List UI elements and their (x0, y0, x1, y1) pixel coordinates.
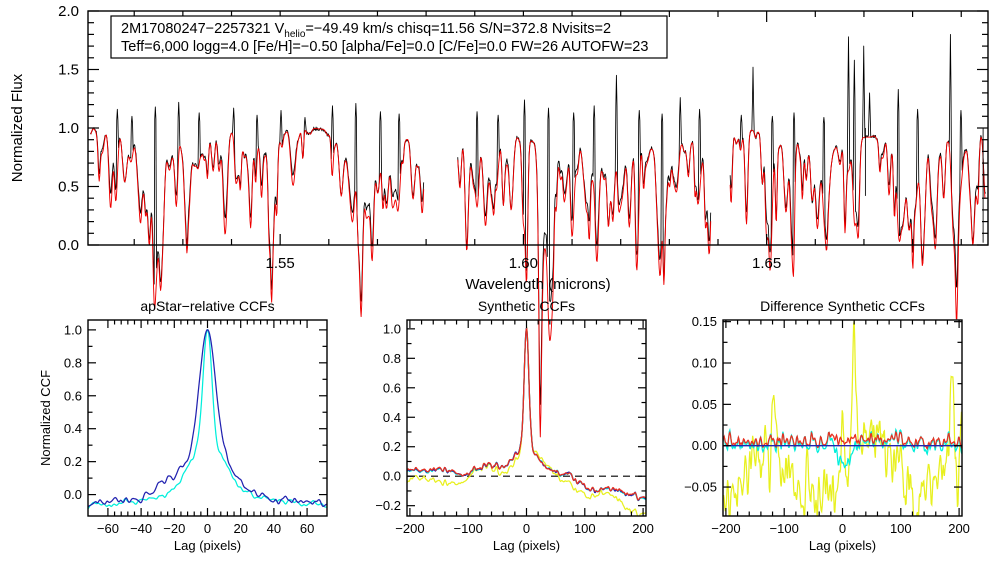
apstar-ccf-panel: 0.0 0.2 0.4 0.6 0.8 1.0 −60 −40 −20 0 20 40 60 Lag (p… (38, 298, 328, 553)
apstar-ccf-curve-blue (88, 329, 327, 508)
observed-spectrum-chip-2 (457, 74, 712, 405)
spectrum-ytick-label: 1.5 (58, 62, 79, 79)
spectrum-yaxis-title: Normalized Flux (9, 73, 26, 182)
difference-ccf-panel-ytick-label: 0.15 (692, 314, 717, 329)
synthetic-ccf-panel-frame (406, 319, 647, 517)
synthetic-ccf-curve-cyan (407, 328, 646, 502)
difference-ccf-panel-ytick-label: 0.10 (692, 356, 717, 371)
apstar-ccf-panel-xtick-label: 40 (267, 521, 281, 536)
synthetic-spectrum-chip-2 (457, 137, 712, 438)
synthetic-ccf-panel-ytick-label: 1.0 (383, 321, 401, 336)
synthetic-ccf-panel-ytick-label: 0.8 (383, 351, 401, 366)
apstar-ccf-panel-xaxis-title: Lag (pixels) (174, 538, 241, 553)
spectrum-ytick-label: 2.0 (58, 3, 79, 20)
synthetic-ccf-panel-title: Synthetic CCFs (478, 298, 575, 314)
synthetic-ccf-panel-ytick-label: −0.2 (375, 498, 401, 513)
difference-ccf-panel-xtick-label: 0 (839, 521, 846, 536)
observed-spectrum-chip-1 (90, 101, 425, 302)
apstar-ccf-panel-xtick-label: 60 (300, 521, 314, 536)
difference-ccf-panel-xtick-label: −100 (770, 521, 799, 536)
spectrum-panel: 0.0 0.5 1.0 1.5 2.0 1.55 1.60 1.65 Wavelength (m… (9, 3, 989, 438)
synthetic-ccf-panel-ytick-label: 0.4 (383, 410, 401, 425)
difference-ccf-panel-xtick-label: 100 (890, 521, 912, 536)
header-line-2: Teff=6,000 logg=4.0 [Fe/H]=−0.50 [alpha/… (121, 39, 648, 55)
difference-ccf-panel-ytick-label: 0.00 (692, 438, 717, 453)
apstar-ccf-panel-ytick-label: 0.8 (64, 355, 82, 370)
synthetic-ccf-panel-ytick-label: 0.2 (383, 439, 401, 454)
difference-ccf-panel-ytick-label: 0.05 (692, 397, 717, 412)
header-annotation-box: 2M17080247−2257321 Vhelio=−49.49 km/s ch… (110, 15, 668, 59)
apstar-ccf-curve-cyan (88, 329, 327, 510)
spectrum-xaxis-title: Wavelength (microns) (465, 276, 610, 293)
synthetic-ccf-panel-xaxis-title: Lag (pixels) (493, 538, 560, 553)
synthetic-ccf-curve-blue (407, 327, 646, 502)
synthetic-ccf-panel-xtick-label: 100 (574, 521, 596, 536)
spectrum-xtick-label: 1.60 (509, 255, 538, 272)
apstar-ccf-panel-xtick-label: 0 (204, 521, 211, 536)
synthetic-spectrum-chip-1 (90, 128, 425, 318)
synthetic-ccf-panel-xtick-label: 0 (523, 521, 530, 536)
apstar-ccf-panel-xtick-label: −20 (163, 521, 185, 536)
synthetic-spectrum-chip-3 (729, 129, 986, 320)
header-box-outline (110, 15, 668, 59)
synthetic-ccf-curve-red (407, 327, 646, 501)
apstar-ccf-panel-ytick-label: 1.0 (64, 322, 82, 337)
spectrum-ytick-label: 0.5 (58, 179, 79, 196)
difference-ccf-panel-title: Difference Synthetic CCFs (760, 298, 925, 314)
spectrum-ytick-label: 1.0 (58, 120, 79, 137)
apstar-ccf-panel-ytick-label: 0.2 (64, 454, 82, 469)
apstar-ccf-panel-ytick-label: 0.0 (64, 487, 82, 502)
synthetic-ccf-panel-xtick-label: 200 (632, 521, 654, 536)
apstar-ccf-panel-ytick-label: 0.4 (64, 421, 82, 436)
apstar-ccf-panel-xtick-label: −60 (97, 521, 119, 536)
difference-ccf-curve-red (723, 430, 962, 451)
difference-ccf-panel-xtick-label: 200 (948, 521, 970, 536)
spectrum-xtick-label: 1.55 (266, 255, 295, 272)
difference-ccf-panel-xtick-label: −200 (711, 521, 740, 536)
synthetic-ccf-panel-xtick-label: −200 (395, 521, 424, 536)
curves-group (723, 320, 962, 516)
synthetic-ccf-panel-xtick-label: −100 (454, 521, 483, 536)
apstar-ccf-panel-ytick-label: 0.6 (64, 388, 82, 403)
apstar-ccf-panel-xtick-label: 20 (233, 521, 247, 536)
curves-group (407, 326, 646, 516)
difference-ccf-panel-ytick-label: −0.05 (684, 480, 717, 495)
difference-ccf-panel-xaxis-title: Lag (pixels) (809, 538, 876, 553)
synthetic-ccf-panel-ytick-label: 0.0 (383, 469, 401, 484)
difference-ccf-panel: −0.05 0.00 0.05 0.10 0.15 −200 −100 0 100 200 Lag … (684, 298, 970, 553)
apstar-ccf-panel-title: apStar−relative CCFs (140, 298, 274, 314)
difference-ccf-curve-yellow (723, 320, 962, 516)
apstar-ccf-panel-frame (87, 319, 328, 517)
spectrum-xtick-label: 1.65 (752, 255, 781, 272)
synthetic-ccf-panel: −0.2 0.0 0.2 0.4 0.6 0.8 1.0 −200 −100 0 100 200 Lag… (375, 298, 654, 553)
spectrum-ytick-label: 0.0 (58, 237, 79, 254)
curves-group (88, 329, 327, 510)
apstar-ccf-panel-xtick-label: −40 (130, 521, 152, 536)
header-line-1: 2M17080247−2257321 Vhelio=−49.49 km/s ch… (121, 21, 611, 40)
synthetic-ccf-panel-ytick-label: 0.6 (383, 380, 401, 395)
apstar-ccf-panel-yaxis-title: Normalized CCF (38, 370, 53, 466)
